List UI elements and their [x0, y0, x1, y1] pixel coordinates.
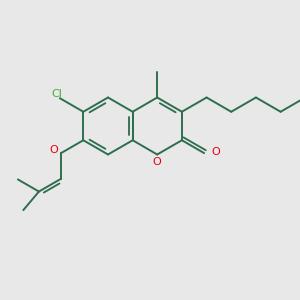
- Text: O: O: [49, 145, 58, 155]
- Text: O: O: [211, 147, 220, 157]
- Text: O: O: [153, 157, 162, 167]
- Text: Cl: Cl: [51, 89, 62, 99]
